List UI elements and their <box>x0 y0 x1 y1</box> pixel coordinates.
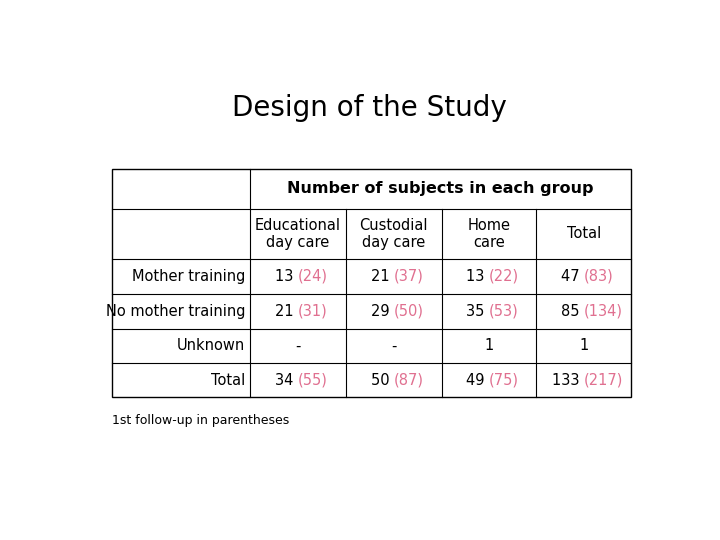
Text: -: - <box>391 339 397 354</box>
Text: (75): (75) <box>489 373 519 388</box>
Text: (50): (50) <box>394 303 424 319</box>
Text: 21: 21 <box>371 269 394 284</box>
Text: Total: Total <box>567 226 601 241</box>
Text: (22): (22) <box>489 269 519 284</box>
Text: (53): (53) <box>489 303 519 319</box>
Text: 1st follow-up in parentheses: 1st follow-up in parentheses <box>112 414 289 427</box>
Text: 34: 34 <box>275 373 298 388</box>
Text: (55): (55) <box>298 373 328 388</box>
Text: 47: 47 <box>561 269 584 284</box>
Text: Mother training: Mother training <box>132 269 246 284</box>
Text: (87): (87) <box>394 373 424 388</box>
Text: Home
care: Home care <box>467 218 510 250</box>
Text: No mother training: No mother training <box>106 303 246 319</box>
Text: (37): (37) <box>394 269 423 284</box>
Text: (31): (31) <box>298 303 328 319</box>
Text: (134): (134) <box>584 303 623 319</box>
Text: 29: 29 <box>371 303 394 319</box>
Text: -: - <box>295 339 300 354</box>
Text: 85: 85 <box>561 303 584 319</box>
Text: 13: 13 <box>466 269 489 284</box>
Text: 50: 50 <box>371 373 394 388</box>
Text: (24): (24) <box>298 269 328 284</box>
Text: 133: 133 <box>552 373 584 388</box>
Text: (83): (83) <box>584 269 613 284</box>
Text: Total: Total <box>211 373 246 388</box>
Text: Unknown: Unknown <box>177 339 246 354</box>
Bar <box>112 168 631 397</box>
Text: (217): (217) <box>584 373 623 388</box>
Text: Educational
day care: Educational day care <box>255 218 341 250</box>
Text: 1: 1 <box>579 339 588 354</box>
Text: 21: 21 <box>274 303 298 319</box>
Text: 13: 13 <box>275 269 298 284</box>
Text: Design of the Study: Design of the Study <box>232 94 506 122</box>
Text: Custodial
day care: Custodial day care <box>359 218 428 250</box>
Text: 49: 49 <box>466 373 489 388</box>
Text: 1: 1 <box>485 339 494 354</box>
Text: 35: 35 <box>466 303 489 319</box>
Text: Number of subjects in each group: Number of subjects in each group <box>287 181 594 196</box>
